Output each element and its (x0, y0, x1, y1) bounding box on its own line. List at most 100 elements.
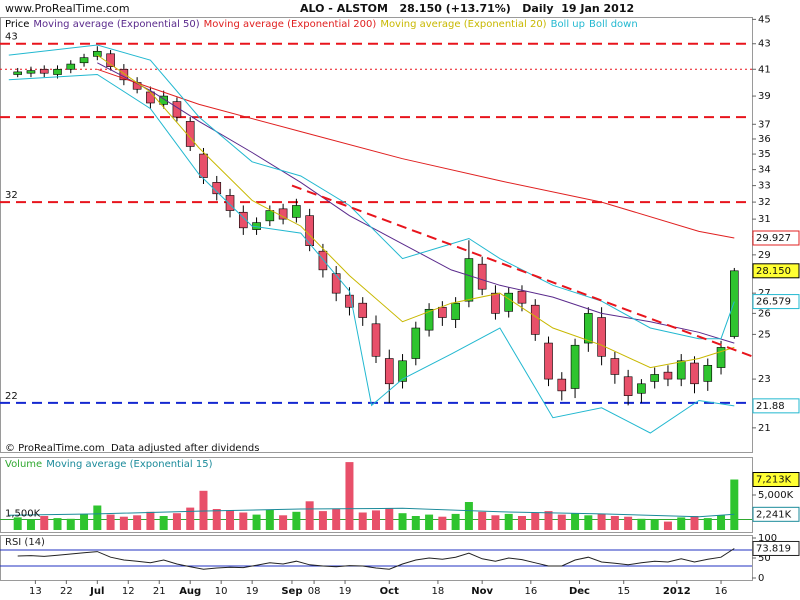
candle-body (66, 63, 76, 70)
candle-body (292, 205, 301, 218)
x-tick-label: 16 (715, 586, 728, 597)
indicator-line (97, 68, 735, 239)
candle-body (716, 347, 726, 368)
candle-body (424, 308, 434, 331)
y-tick-label: 43 (758, 39, 771, 50)
indicator-line (97, 54, 735, 369)
volume-bar (80, 513, 89, 530)
x-tick-label: 10 (215, 586, 228, 597)
value-box-label: 28.150 (756, 266, 791, 277)
y-tick-label: 29 (758, 250, 771, 261)
y-tick-label: 36 (758, 134, 771, 145)
candle-body (676, 360, 686, 380)
y-tick-label: 37 (758, 119, 771, 130)
x-tick-label: 15 (617, 586, 630, 597)
volume-bar (332, 509, 341, 530)
value-box (752, 506, 800, 522)
volume-bar (66, 518, 75, 530)
volume-bar (464, 502, 473, 530)
y-tick-label: 50 (758, 553, 771, 564)
volume-bar (703, 518, 712, 530)
candle-body (464, 258, 474, 302)
volume-bar (199, 490, 208, 530)
volume-bar (345, 462, 354, 530)
y-tick-label: 39 (758, 91, 771, 102)
volume-bar (571, 513, 580, 530)
volume-bar (425, 514, 434, 530)
level-label: 32 (5, 190, 18, 201)
indicator-line (8, 507, 735, 518)
volume-bar (372, 510, 380, 530)
indicator-line (97, 62, 735, 344)
candle-body (13, 71, 22, 75)
value-box-label: 21.88 (756, 401, 785, 412)
candle-body (491, 292, 500, 314)
candle-body (331, 273, 341, 294)
candle-body (93, 50, 102, 57)
volume-bar (663, 521, 672, 530)
level-label: 22 (5, 391, 18, 402)
volume-bar (146, 511, 155, 530)
x-tick-label: 18 (432, 586, 445, 597)
chart-title: ALO - ALSTOM 28.150 (+13.71%) Daily 19 J… (300, 2, 634, 15)
value-box-label: 2,241K (756, 509, 792, 520)
volume-bar (398, 513, 407, 530)
candle-body (610, 358, 620, 375)
y-tick-label: 23 (758, 374, 771, 385)
legend-entry: Moving average (Exponential 15) (46, 459, 212, 470)
volume-bar (305, 501, 314, 530)
volume-bar (504, 513, 513, 530)
x-tick-label: Nov (471, 586, 493, 597)
volume-bar (584, 515, 593, 530)
value-box-label: 26.579 (756, 297, 791, 308)
volume-bar (478, 511, 487, 530)
candle-body (398, 360, 407, 382)
note: © ProRealTime.com Data adjusted after di… (5, 443, 259, 454)
volume-bar (624, 516, 633, 530)
candle-body (570, 344, 580, 389)
trend-line (291, 184, 752, 358)
volume-bar (491, 515, 500, 530)
candle-body (199, 153, 208, 178)
site-name: www.ProRealTime.com (5, 2, 130, 15)
volume-bar (597, 513, 606, 530)
x-tick-label: Dec (569, 586, 590, 597)
volume-bar (106, 514, 115, 530)
x-tick-label: Aug (179, 586, 201, 597)
volume-bar (119, 516, 128, 530)
x-tick-label: Jul (89, 586, 104, 597)
candle-body (517, 290, 527, 304)
value-box (752, 472, 800, 488)
candle-body (411, 327, 421, 359)
volume-bar (690, 516, 699, 530)
legend-entry: Boll up (551, 19, 585, 30)
legend-entry: RSI (14) (5, 537, 45, 548)
candle-body (265, 210, 275, 222)
candle-body (544, 342, 553, 380)
volume-bar (292, 511, 301, 530)
value-box (752, 540, 800, 556)
y-tick-label: 31 (758, 214, 771, 225)
y-tick-label: 41 (758, 64, 771, 75)
y-tick-label: 45 (758, 14, 771, 25)
x-tick-label: 19 (246, 586, 259, 597)
candle-body (451, 302, 460, 320)
y-tick-label: 32 (758, 197, 771, 208)
legend: Volume Moving average (Exponential 15) (5, 459, 213, 470)
x-tick-label: 21 (153, 586, 166, 597)
value-box-label: 29.927 (756, 233, 791, 244)
x-tick-label: 19 (339, 586, 352, 597)
volume-bar (265, 509, 274, 530)
volume-bar (358, 512, 367, 530)
volume-bar (517, 516, 526, 530)
candle-body (557, 378, 567, 392)
volume-bar (411, 516, 420, 530)
candle-body (345, 294, 354, 308)
candle-body (39, 68, 49, 74)
volume-bar (557, 514, 566, 530)
volume-bar (279, 515, 288, 530)
candle-body (358, 302, 368, 318)
value-box (752, 398, 800, 414)
